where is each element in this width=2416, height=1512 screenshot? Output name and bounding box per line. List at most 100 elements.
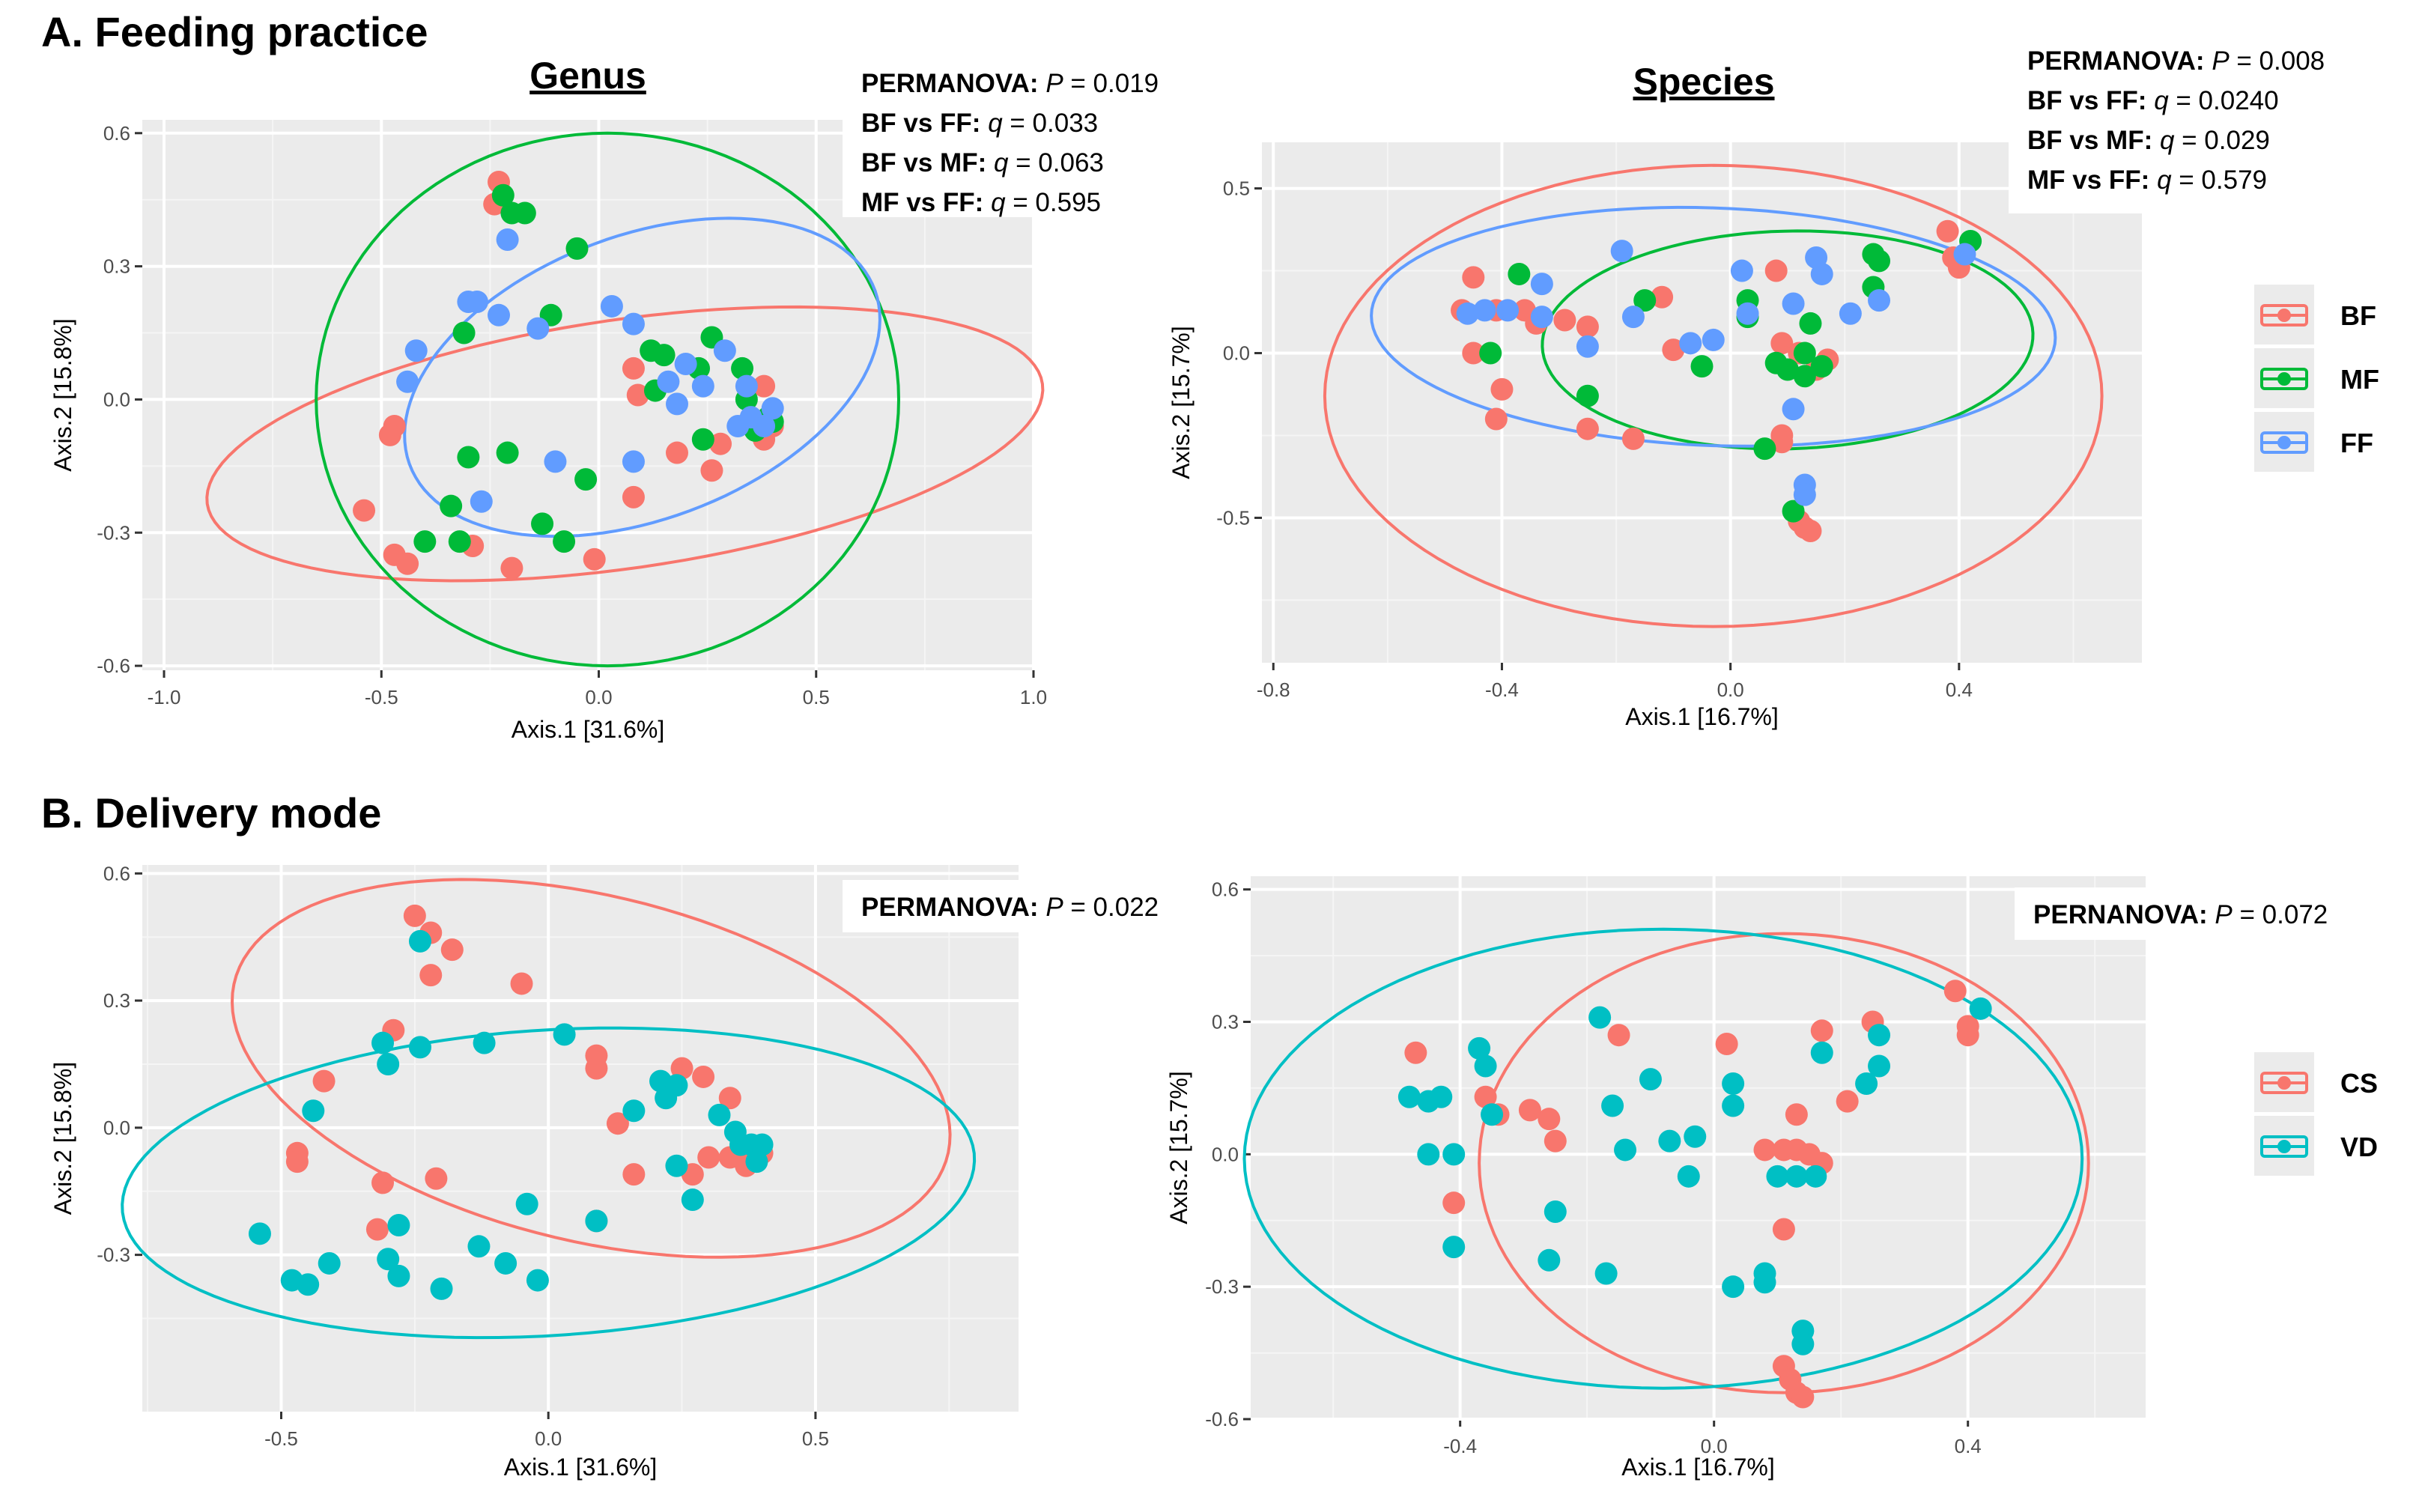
point-vd bbox=[1791, 1332, 1815, 1355]
point-vd bbox=[1722, 1275, 1745, 1299]
point-vd bbox=[1855, 1072, 1878, 1096]
point-mf bbox=[731, 356, 754, 380]
point-ff bbox=[1810, 262, 1833, 285]
point-vd bbox=[1544, 1200, 1567, 1223]
y-tick-label: 0.3 bbox=[1212, 1011, 1239, 1033]
panel-title: Genus bbox=[529, 55, 646, 97]
point-ff bbox=[1953, 243, 1976, 266]
legend-delivery: CS VD bbox=[2247, 1041, 2397, 1183]
y-tick-label: 0.0 bbox=[103, 388, 130, 410]
point-bf bbox=[666, 441, 688, 464]
point-ff bbox=[753, 414, 776, 437]
point-vd bbox=[371, 1031, 395, 1054]
point-cs bbox=[312, 1069, 336, 1093]
y-axis-label: Axis.2 [15.8%] bbox=[49, 318, 76, 472]
point-vd bbox=[585, 1209, 608, 1233]
point-bf bbox=[1553, 309, 1576, 332]
point-bf bbox=[622, 485, 645, 508]
x-tick-label: 0.5 bbox=[802, 1427, 829, 1450]
point-vd bbox=[750, 1133, 774, 1156]
point-mf bbox=[1690, 355, 1714, 378]
point-ff bbox=[674, 353, 697, 376]
point-cs bbox=[1715, 1032, 1738, 1055]
point-ff bbox=[1782, 398, 1805, 421]
y-tick-label: 0.6 bbox=[103, 862, 130, 884]
point-mf bbox=[1633, 289, 1657, 312]
ellipse-ff bbox=[1370, 205, 2057, 448]
y-tick-label: 0.3 bbox=[103, 989, 130, 1012]
point-mf bbox=[553, 530, 576, 553]
point-ff bbox=[465, 291, 488, 314]
point-vd bbox=[1538, 1248, 1561, 1272]
point-ff bbox=[622, 312, 645, 336]
point-vd bbox=[1417, 1143, 1440, 1166]
point-cs bbox=[365, 1218, 389, 1241]
point-vd bbox=[297, 1273, 320, 1296]
point-mf bbox=[691, 428, 714, 451]
point-vd bbox=[318, 1251, 341, 1275]
x-tick-label: 0.0 bbox=[1717, 678, 1744, 701]
point-vd bbox=[745, 1150, 768, 1174]
x-tick-label: 0.0 bbox=[585, 686, 612, 708]
point-cs bbox=[1836, 1090, 1859, 1113]
point-vd bbox=[553, 1023, 576, 1046]
y-tick-label: 0.0 bbox=[1223, 342, 1250, 365]
stats-box bbox=[843, 56, 1180, 217]
ellipse-bf bbox=[1323, 163, 2104, 628]
point-cs bbox=[697, 1146, 720, 1169]
point-cs bbox=[1404, 1041, 1427, 1064]
point-mf bbox=[1799, 312, 1822, 335]
point-mf bbox=[1479, 341, 1502, 365]
x-tick-label: 0.4 bbox=[1946, 678, 1973, 701]
point-ff bbox=[1782, 292, 1805, 315]
point-vd bbox=[1766, 1165, 1789, 1188]
point-bf bbox=[1462, 266, 1485, 289]
point-vd bbox=[1804, 1165, 1827, 1188]
point-mf bbox=[574, 468, 598, 491]
point-ff bbox=[666, 392, 688, 416]
stat-line: PERMANOVA: P = 0.022 bbox=[861, 893, 1159, 922]
y-tick-label: -0.5 bbox=[1216, 506, 1250, 529]
point-cs bbox=[1607, 1024, 1630, 1047]
x-tick-label: -0.5 bbox=[264, 1427, 298, 1450]
section-a-title: A. Feeding practice bbox=[41, 8, 428, 55]
point-ff bbox=[622, 450, 645, 473]
point-ff bbox=[1610, 240, 1633, 263]
point-vd bbox=[1639, 1068, 1662, 1091]
point-ff bbox=[526, 317, 550, 340]
point-vd bbox=[430, 1277, 453, 1300]
stat-line: BF vs MF: q = 0.029 bbox=[2027, 126, 2270, 155]
point-vd bbox=[387, 1214, 410, 1237]
y-tick-label: -0.6 bbox=[1205, 1408, 1239, 1430]
x-tick-label: 1.0 bbox=[1020, 686, 1047, 708]
ellipse-cs bbox=[230, 878, 952, 1259]
point-bf bbox=[1484, 407, 1508, 431]
point-bf bbox=[500, 556, 523, 580]
point-bf bbox=[709, 432, 732, 455]
y-tick-label: 0.3 bbox=[103, 255, 130, 278]
stat-line: PERMANOVA: P = 0.008 bbox=[2027, 46, 2325, 76]
point-cs bbox=[1753, 1138, 1776, 1162]
point-vd bbox=[467, 1235, 491, 1258]
x-tick-label: -0.4 bbox=[1485, 678, 1519, 701]
point-vd bbox=[1677, 1165, 1700, 1188]
point-vd bbox=[1601, 1094, 1624, 1117]
point-vd bbox=[622, 1099, 646, 1123]
point-ff bbox=[488, 303, 510, 327]
ellipse-cs bbox=[1478, 932, 2090, 1394]
point-ff bbox=[470, 490, 493, 513]
point-bf bbox=[1770, 431, 1794, 454]
point-ff bbox=[1496, 299, 1520, 322]
point-vd bbox=[1684, 1125, 1707, 1148]
point-vd bbox=[515, 1192, 538, 1215]
point-cs bbox=[1956, 1015, 1979, 1038]
point-cs bbox=[1943, 980, 1967, 1003]
ellipse-mf bbox=[315, 131, 901, 668]
point-bf bbox=[353, 499, 376, 522]
y-axis-label: Axis.2 [15.7%] bbox=[1168, 326, 1195, 479]
genus-feeding-chart: -1.0 -0.5 0.0 0.5 1.0 -0.6 -0.3 0.0 0.3 0.6 Axis.1… bbox=[49, 55, 1180, 743]
point-vd bbox=[494, 1251, 518, 1275]
point-mf bbox=[448, 530, 471, 553]
point-mf bbox=[1776, 358, 1799, 381]
